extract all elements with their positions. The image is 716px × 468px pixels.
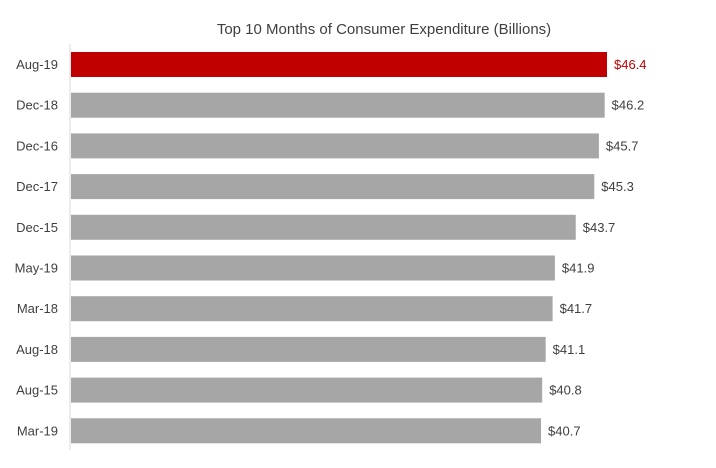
category-label: Mar-19 — [17, 423, 58, 438]
bar-may-19 — [71, 255, 555, 281]
chart-title: Top 10 Months of Consumer Expenditure (B… — [216, 21, 552, 38]
category-label: Aug-15 — [16, 383, 58, 398]
value-label: $46.2 — [612, 98, 645, 113]
bar-aug-18 — [71, 336, 546, 362]
bar-dec-17 — [71, 174, 595, 200]
bar-mar-19 — [71, 418, 542, 444]
bar-dec-16 — [71, 133, 599, 159]
category-label: May-19 — [15, 261, 58, 276]
category-label: Dec-18 — [16, 98, 58, 113]
category-label: Aug-18 — [16, 342, 58, 357]
bar-dec-15 — [71, 214, 576, 240]
bar-aug-15 — [71, 377, 543, 403]
bar-dec-18 — [71, 92, 605, 118]
category-label: Mar-18 — [17, 301, 58, 316]
bar-mar-18 — [71, 296, 553, 322]
category-label: Aug-19 — [16, 57, 58, 72]
category-label: Dec-17 — [16, 179, 58, 194]
bar-aug-19 — [71, 52, 607, 77]
value-label: $41.7 — [560, 301, 593, 316]
value-label: $46.4 — [614, 57, 647, 72]
category-label: Dec-16 — [16, 138, 58, 153]
value-label: $40.8 — [549, 383, 582, 398]
value-label: $45.3 — [601, 179, 634, 194]
value-label: $43.7 — [583, 220, 616, 235]
category-label: Dec-15 — [16, 220, 58, 235]
value-label: $40.7 — [548, 423, 581, 438]
value-label: $45.7 — [606, 138, 639, 153]
value-label: $41.9 — [562, 261, 595, 276]
value-label: $41.1 — [553, 342, 586, 357]
